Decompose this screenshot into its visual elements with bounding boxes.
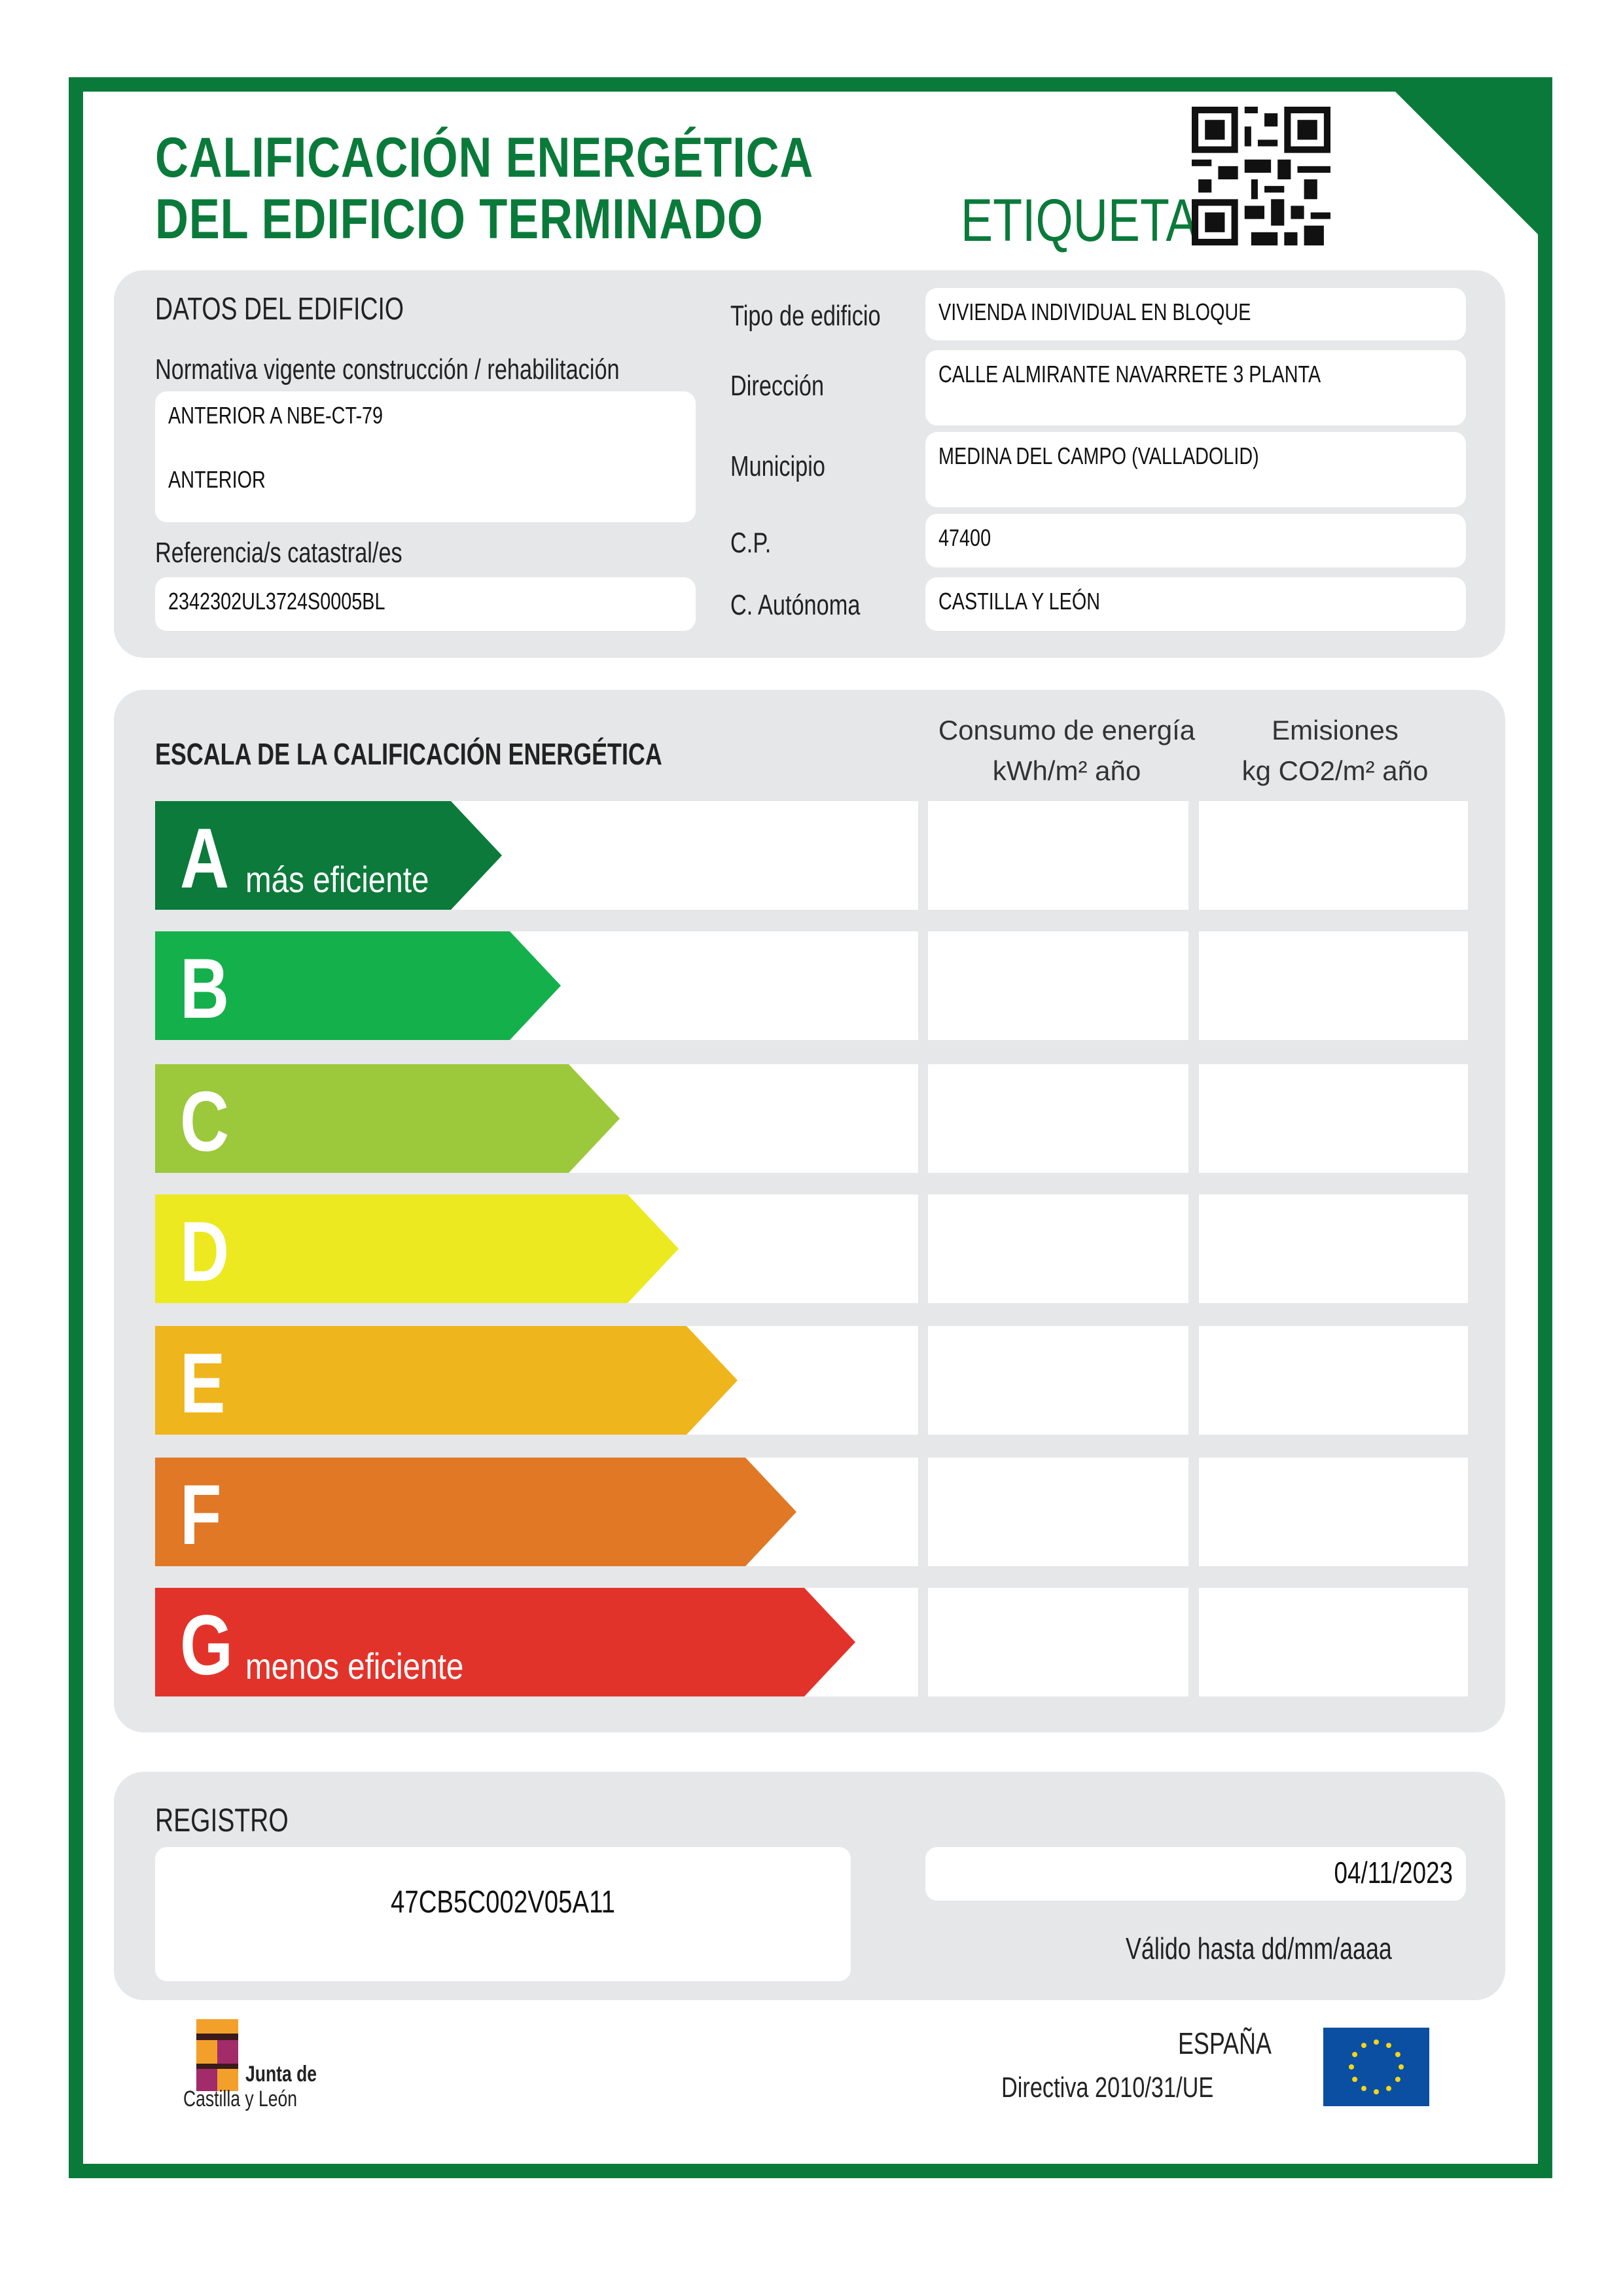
country-label: ESPAÑA xyxy=(1178,2026,1272,2060)
emisiones-cell xyxy=(1199,1458,1468,1566)
junta-text-line2: Castilla y León xyxy=(183,2087,297,2111)
municipio-value: MEDINA DEL CAMPO (VALLADOLID) xyxy=(938,442,1259,469)
energy-class-bar-d: D xyxy=(155,1194,679,1303)
municipio-label: Municipio xyxy=(730,450,825,482)
registro-number: 47CB5C002V05A11 xyxy=(390,1885,615,1920)
class-subtitle: más eficiente xyxy=(245,859,429,900)
emisiones-cell xyxy=(1199,1064,1468,1173)
normativa-value1: ANTERIOR A NBE-CT-79 xyxy=(168,402,383,429)
tipo-label: Tipo de edificio xyxy=(730,300,881,332)
eu-flag-icon xyxy=(1323,2028,1429,2106)
class-letter: E xyxy=(180,1335,226,1431)
ca-label: C. Autónoma xyxy=(730,589,861,621)
consumo-header: Consumo de energía kWh/m² año xyxy=(936,710,1198,791)
cp-label: C.P. xyxy=(730,527,772,559)
eu-star xyxy=(1395,2052,1400,2057)
direccion-label: Dirección xyxy=(730,370,825,402)
class-subtitle: menos eficiente xyxy=(245,1645,464,1687)
emisiones-cell xyxy=(1199,1326,1468,1435)
consumo-cell xyxy=(928,1064,1188,1173)
ca-field: CASTILLA Y LEÓN xyxy=(925,577,1466,631)
qr-code-icon xyxy=(1192,107,1330,245)
consumo-header-line2: kWh/m² año xyxy=(992,755,1141,786)
consumo-cell xyxy=(928,1326,1188,1435)
eu-star xyxy=(1361,2043,1366,2049)
energy-class-bar-f: F xyxy=(155,1458,796,1566)
normativa-value2: ANTERIOR xyxy=(168,466,266,493)
registro-date: 04/11/2023 xyxy=(1334,1856,1453,1890)
emisiones-cell xyxy=(1199,931,1468,1040)
class-letter: F xyxy=(180,1467,222,1562)
energy-class-bar-c: C xyxy=(155,1064,620,1173)
class-letter: A xyxy=(180,810,230,906)
label-frame xyxy=(69,77,1552,2178)
direccion-field: CALLE ALMIRANTE NAVARRETE 3 PLANTA xyxy=(925,350,1466,425)
registro-title: REGISTRO xyxy=(155,1802,289,1839)
escala-title: ESCALA DE LA CALIFICACIÓN ENERGÉTICA xyxy=(155,737,662,771)
eu-star xyxy=(1349,2064,1354,2070)
direccion-value: CALLE ALMIRANTE NAVARRETE 3 PLANTA xyxy=(938,361,1321,387)
eu-star xyxy=(1386,2085,1391,2091)
registro-number-field: 47CB5C002V05A11 xyxy=(155,1847,851,1981)
ca-value: CASTILLA Y LEÓN xyxy=(938,588,1101,615)
normativa-label: Normativa vigente construcción / rehabil… xyxy=(155,353,620,386)
emisiones-header-line1: Emisiones xyxy=(1272,715,1399,745)
cp-value: 47400 xyxy=(938,524,991,551)
tipo-value: VIVIENDA INDIVIDUAL EN BLOQUE xyxy=(938,298,1251,325)
energy-class-bar-e: E xyxy=(155,1326,738,1435)
datos-title: DATOS DEL EDIFICIO xyxy=(155,292,404,327)
emisiones-cell xyxy=(1199,1194,1468,1303)
consumo-cell xyxy=(928,801,1188,910)
class-letter: G xyxy=(180,1597,233,1693)
consumo-cell xyxy=(928,1588,1188,1696)
valido-hasta: Válido hasta dd/mm/aaaa xyxy=(1126,1931,1392,1965)
title-line2: DEL EDIFICIO TERMINADO xyxy=(155,188,764,251)
directiva-label: Directiva 2010/31/UE xyxy=(1001,2072,1214,2104)
eu-star xyxy=(1374,2039,1379,2045)
etiqueta-label: ETIQUETA xyxy=(961,187,1198,254)
normativa-field: ANTERIOR A NBE-CT-79 ANTERIOR xyxy=(155,391,696,522)
eu-star xyxy=(1352,2052,1358,2057)
consumo-header-line1: Consumo de energía xyxy=(938,715,1196,745)
eu-star xyxy=(1374,2089,1379,2094)
class-letter: B xyxy=(180,941,230,1036)
eu-star xyxy=(1352,2077,1358,2082)
title-line1: CALIFICACIÓN ENERGÉTICA xyxy=(155,126,814,189)
cp-field: 47400 xyxy=(925,514,1466,567)
class-letter: C xyxy=(180,1073,230,1169)
referencia-field: 2342302UL3724S0005BL xyxy=(155,577,696,631)
municipio-field: MEDINA DEL CAMPO (VALLADOLID) xyxy=(925,432,1466,507)
class-letter: D xyxy=(180,1204,230,1299)
tipo-field: VIVIENDA INDIVIDUAL EN BLOQUE xyxy=(925,288,1466,340)
junta-text-line1: Junta de xyxy=(245,2062,317,2087)
energy-class-bar-b: B xyxy=(155,931,561,1040)
emisiones-header: Emisiones kg CO2/m² año xyxy=(1204,710,1466,791)
registro-date-field: 04/11/2023 xyxy=(925,1847,1466,1901)
emisiones-cell xyxy=(1199,801,1468,910)
junta-logo-icon xyxy=(196,2019,238,2091)
referencia-label: Referencia/s catastral/es xyxy=(155,537,402,569)
emisiones-header-line2: kg CO2/m² año xyxy=(1241,755,1429,786)
eu-star xyxy=(1395,2077,1400,2082)
consumo-cell xyxy=(928,931,1188,1040)
referencia-value: 2342302UL3724S0005BL xyxy=(168,588,385,615)
emisiones-cell xyxy=(1199,1588,1468,1696)
eu-star xyxy=(1386,2043,1391,2049)
consumo-cell xyxy=(928,1194,1188,1303)
eu-star xyxy=(1399,2064,1404,2070)
eu-star xyxy=(1361,2085,1366,2091)
consumo-cell xyxy=(928,1458,1188,1566)
